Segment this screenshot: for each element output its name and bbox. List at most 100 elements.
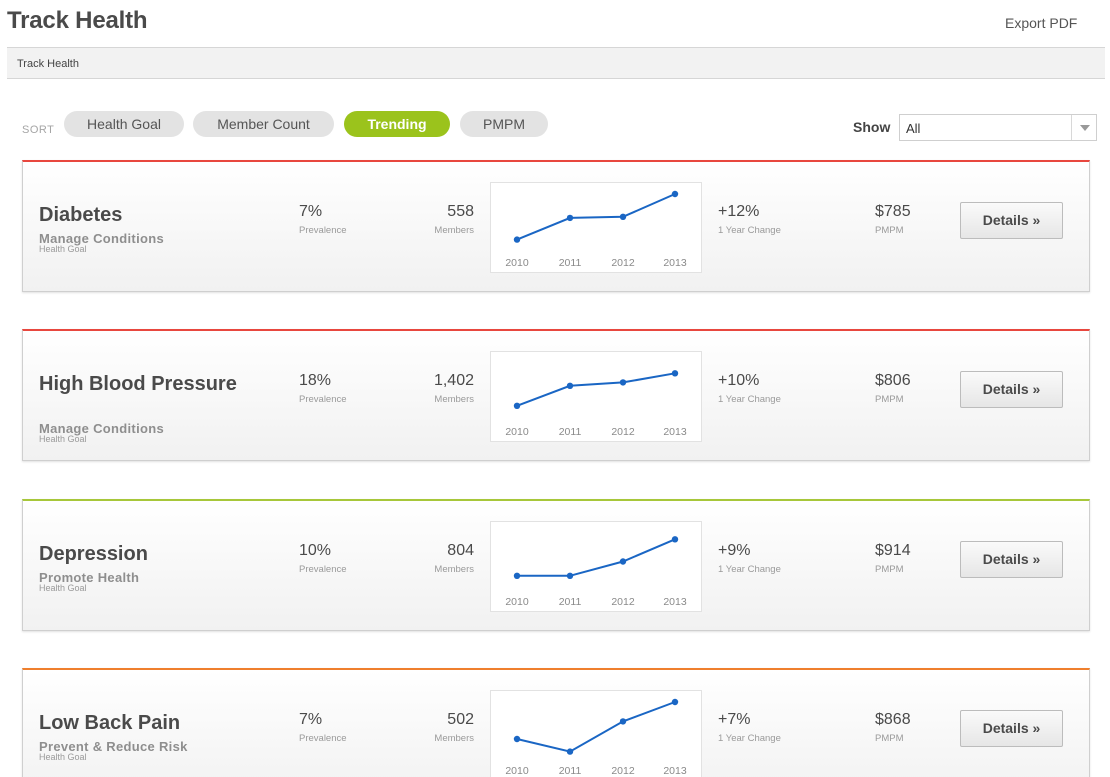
condition-card-low-back-pain: Low Back Pain Prevent & Reduce Risk Heal… (22, 668, 1090, 777)
card-caption: Health Goal (39, 244, 87, 254)
trend-point (566, 382, 574, 389)
show-label: Show (853, 119, 891, 135)
members-value: 804 (447, 542, 474, 559)
prevalence-value: 7% (299, 203, 323, 220)
condition-card-diabetes: Diabetes Manage Conditions Health Goal 7… (22, 160, 1090, 292)
show-filter-select[interactable]: All (899, 114, 1097, 141)
details-button[interactable]: Details » (960, 710, 1063, 747)
trend-line (517, 538, 676, 577)
trend-chart: 2010 2011 2012 2013 (490, 521, 702, 612)
members-value: 502 (447, 711, 474, 728)
trend-line (516, 193, 676, 241)
pmpm-label: PMPM (875, 733, 904, 744)
trend-line (516, 372, 676, 407)
change-label: 1 Year Change (718, 394, 781, 405)
x-tick-label: 2012 (611, 765, 635, 777)
x-tick-label: 2010 (505, 257, 529, 269)
condition-card-depression: Depression Promote Health Health Goal 10… (22, 499, 1090, 631)
chevron-down-icon[interactable] (1071, 115, 1096, 140)
x-tick-label: 2013 (663, 596, 687, 608)
sort-trending-button[interactable]: Trending (344, 111, 450, 137)
breadcrumb-item[interactable]: Track Health (17, 58, 79, 70)
card-caption: Health Goal (39, 752, 87, 762)
trend-line (516, 701, 676, 753)
trend-point (619, 558, 627, 565)
card-caption: Health Goal (39, 583, 87, 593)
prevalence-label: Prevalence (299, 225, 347, 236)
x-tick-label: 2013 (663, 426, 687, 438)
sort-pmpm-button[interactable]: PMPM (460, 111, 548, 137)
x-tick-label: 2013 (663, 257, 687, 269)
trend-point (566, 572, 574, 579)
x-tick-label: 2012 (611, 426, 635, 438)
details-button[interactable]: Details » (960, 202, 1063, 239)
change-value: +7% (718, 711, 751, 728)
trend-point (671, 698, 679, 706)
prevalence-label: Prevalence (299, 394, 347, 405)
x-tick-label: 2010 (505, 765, 529, 777)
breadcrumb: Track Health (7, 47, 1105, 79)
sort-health-goal-button[interactable]: Health Goal (64, 111, 184, 137)
trend-point (619, 718, 627, 725)
change-value: +12% (718, 203, 760, 220)
card-title: High Blood Pressure (39, 373, 237, 395)
trend-point (619, 379, 627, 386)
trend-chart-svg: 2010 2011 2012 2013 (505, 190, 687, 269)
x-tick-label: 2012 (611, 596, 635, 608)
card-title: Low Back Pain (39, 712, 181, 734)
prevalence-label: Prevalence (299, 564, 347, 575)
members-value: 1,402 (433, 372, 474, 389)
trend-point (671, 536, 679, 543)
trend-point (619, 213, 627, 220)
trend-point (566, 748, 574, 755)
x-tick-label: 2011 (559, 596, 582, 608)
pmpm-value: $868 (875, 711, 911, 728)
show-filter-value: All (906, 121, 921, 136)
pmpm-value: $806 (875, 372, 911, 389)
trend-point (566, 214, 574, 222)
trend-point (671, 190, 679, 198)
trend-chart-svg: 2010 2011 2012 2013 (505, 536, 687, 608)
members-value: 558 (447, 203, 474, 220)
pmpm-value: $785 (875, 203, 911, 220)
trend-point (513, 735, 521, 743)
change-label: 1 Year Change (718, 564, 781, 575)
trend-chart-svg: 2010 2011 2012 2013 (505, 698, 687, 777)
trend-point (513, 236, 521, 243)
x-tick-label: 2011 (559, 765, 582, 777)
card-category: Manage Conditions (39, 421, 164, 436)
x-tick-label: 2011 (559, 257, 582, 269)
pmpm-label: PMPM (875, 394, 904, 405)
trend-chart: 2010 2011 2012 2013 (490, 182, 702, 273)
x-tick-label: 2010 (505, 596, 529, 608)
pmpm-value: $914 (875, 542, 911, 559)
change-value: +10% (718, 372, 760, 389)
x-tick-label: 2010 (505, 426, 529, 438)
change-label: 1 Year Change (718, 733, 781, 744)
sort-member-count-button[interactable]: Member Count (193, 111, 334, 137)
prevalence-label: Prevalence (299, 733, 347, 744)
card-category: Prevent & Reduce Risk (39, 739, 188, 754)
details-button[interactable]: Details » (960, 371, 1063, 408)
change-value: +9% (718, 542, 751, 559)
change-label: 1 Year Change (718, 225, 781, 236)
card-title: Diabetes (39, 204, 123, 226)
trend-point (513, 402, 521, 409)
page-title: Track Health (7, 7, 148, 34)
card-caption: Health Goal (39, 434, 87, 444)
details-button[interactable]: Details » (960, 541, 1063, 578)
trend-point (513, 572, 521, 579)
trend-chart: 2010 2011 2012 2013 (490, 351, 702, 442)
condition-card-high-blood-pressure: High Blood Pressure Manage Conditions He… (22, 329, 1090, 461)
prevalence-value: 10% (299, 542, 332, 559)
pmpm-label: PMPM (875, 225, 904, 236)
export-pdf-link[interactable]: Export PDF (1005, 15, 1078, 31)
prevalence-value: 18% (299, 372, 332, 389)
card-category: Promote Health (39, 570, 140, 585)
trend-chart-svg: 2010 2011 2012 2013 (505, 370, 687, 438)
pmpm-label: PMPM (875, 564, 904, 575)
members-label: Members (434, 225, 474, 236)
trend-chart: 2010 2011 2012 2013 (490, 690, 702, 777)
members-label: Members (434, 564, 474, 575)
card-title: Depression (39, 543, 148, 565)
